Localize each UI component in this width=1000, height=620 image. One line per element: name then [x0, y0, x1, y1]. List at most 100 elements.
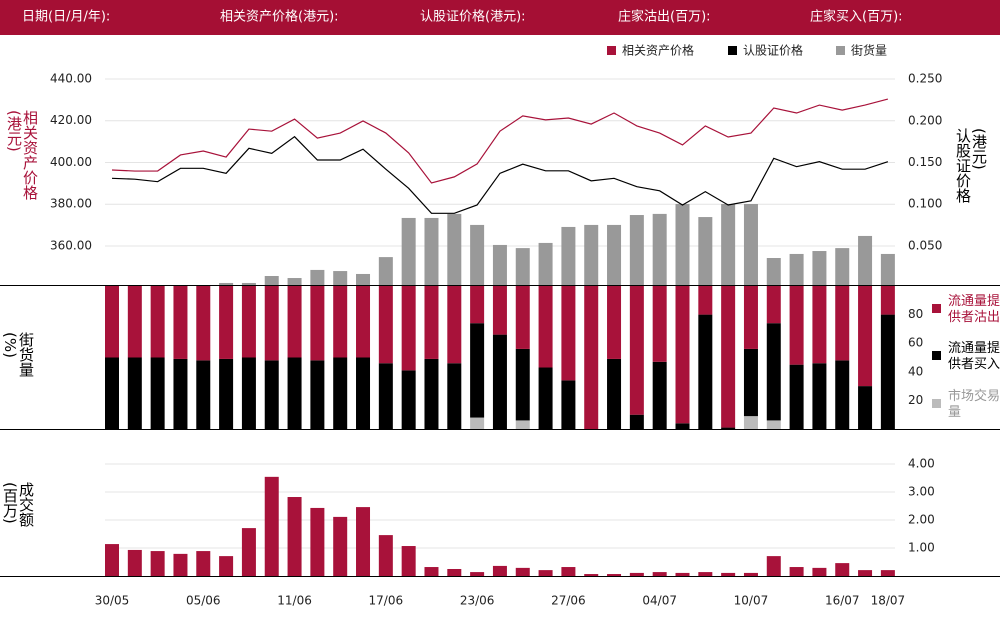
turnover-bar	[378, 535, 393, 576]
stack-bar	[127, 286, 142, 358]
stack-bar	[652, 286, 667, 362]
stack-bar	[241, 286, 256, 358]
y-tick-label: 4.00	[908, 456, 935, 470]
volume-bar	[538, 242, 553, 285]
turnover-bar	[310, 507, 325, 576]
stack-bar	[721, 286, 736, 428]
volume-bar	[424, 217, 439, 285]
turnover-bar	[721, 572, 736, 576]
x-tick-label: 18/07	[871, 594, 906, 608]
volume-bar	[721, 204, 736, 285]
volume-bar	[287, 278, 302, 285]
stack-bar	[492, 286, 507, 335]
stack-bar	[470, 417, 485, 429]
stack-bar	[333, 286, 348, 358]
turnover-bar	[333, 516, 348, 576]
legend-label: 街货量	[851, 43, 887, 58]
turnover-bar	[835, 563, 850, 576]
turnover-bar	[470, 572, 485, 576]
turnover-bar	[698, 572, 713, 576]
volume-bar	[356, 273, 371, 285]
turnover-bar	[812, 567, 827, 576]
volume-bar	[698, 217, 713, 285]
stack-bar	[812, 363, 827, 429]
turnover-bar	[858, 570, 873, 576]
stack-bar	[858, 286, 873, 387]
turnover-bar	[173, 553, 188, 576]
legend-label: 市场交易量	[948, 389, 1000, 420]
volume-bar	[880, 253, 895, 285]
y-tick-label: 40	[908, 364, 923, 378]
turnover-bar	[538, 570, 553, 576]
x-tick-label: 30/05	[95, 594, 130, 608]
y-tick-label: 80	[908, 307, 923, 321]
stack-bar	[515, 286, 530, 349]
y-tick-label: 20	[908, 393, 923, 407]
header-label: 相关资产价格(港元):	[220, 9, 339, 25]
turnover-bar	[150, 551, 165, 576]
stack-bar	[538, 286, 553, 368]
y2-tick-label: 0.100	[908, 197, 942, 211]
stack-bar	[492, 334, 507, 429]
y2-tick-label: 0.150	[908, 155, 942, 169]
stack-bar	[766, 420, 781, 429]
turnover-bar	[196, 551, 211, 576]
stack-bar	[150, 286, 165, 358]
y-tick-label: 3.00	[908, 484, 935, 498]
y-tick-label: 60	[908, 336, 923, 350]
turnover-bar	[561, 567, 576, 576]
y-tick-label: 1.00	[908, 540, 935, 554]
header-label: 庄家沽出(百万):	[618, 9, 711, 25]
stack-bar	[789, 286, 804, 365]
stack-bar	[880, 286, 895, 315]
y-axis-label: 成交额(百万)	[1, 482, 35, 527]
stack-bar	[196, 286, 211, 361]
y2-tick-label: 0.250	[908, 72, 942, 86]
volume-bar	[264, 276, 279, 285]
turnover-bar	[424, 567, 439, 576]
stack-bar	[401, 286, 416, 371]
stack-bar	[515, 348, 530, 421]
legend-swatch	[836, 46, 845, 55]
stack-bar	[447, 363, 462, 429]
legend-label: 流通量提供者沽出	[948, 294, 1000, 325]
turnover-bar	[880, 570, 895, 576]
stack-bar	[264, 360, 279, 429]
stack-bar	[721, 427, 736, 429]
stack-bar	[333, 357, 348, 429]
x-tick-label: 04/07	[642, 594, 677, 608]
stack-bar	[698, 314, 713, 429]
x-tick-label: 05/06	[186, 594, 221, 608]
y2-tick-label: 0.200	[908, 113, 942, 127]
stack-bar	[424, 358, 439, 429]
stack-bar	[675, 423, 690, 429]
stack-bar	[424, 286, 439, 359]
stack-bar	[561, 380, 576, 429]
stack-bar	[241, 357, 256, 429]
stack-bar	[287, 286, 302, 358]
turnover-bar	[789, 567, 804, 576]
legend-swatch	[932, 351, 941, 360]
x-tick-label: 10/07	[734, 594, 769, 608]
stack-bar	[173, 286, 188, 359]
stack-bar	[858, 386, 873, 429]
x-tick-label: 11/06	[277, 594, 312, 608]
turnover-bar	[607, 574, 622, 576]
stack-bar	[607, 286, 622, 359]
y2-axis-label: 认股证价格(港元)	[954, 128, 988, 203]
volume-bar	[219, 282, 234, 285]
stack-bar	[835, 286, 850, 361]
y-tick-label: 380.00	[50, 197, 92, 211]
y2-tick-label: 0.050	[908, 238, 942, 252]
stack-bar	[287, 357, 302, 429]
stack-bar	[470, 323, 485, 418]
volume-bar	[378, 257, 393, 285]
x-tick-label: 27/06	[551, 594, 586, 608]
turnover-bar	[766, 556, 781, 576]
header-label: 认股证价格(港元):	[420, 9, 526, 25]
volume-bar	[561, 226, 576, 285]
x-tick-label: 23/06	[460, 594, 495, 608]
stack-bar	[105, 357, 119, 429]
stack-bar	[127, 357, 142, 429]
